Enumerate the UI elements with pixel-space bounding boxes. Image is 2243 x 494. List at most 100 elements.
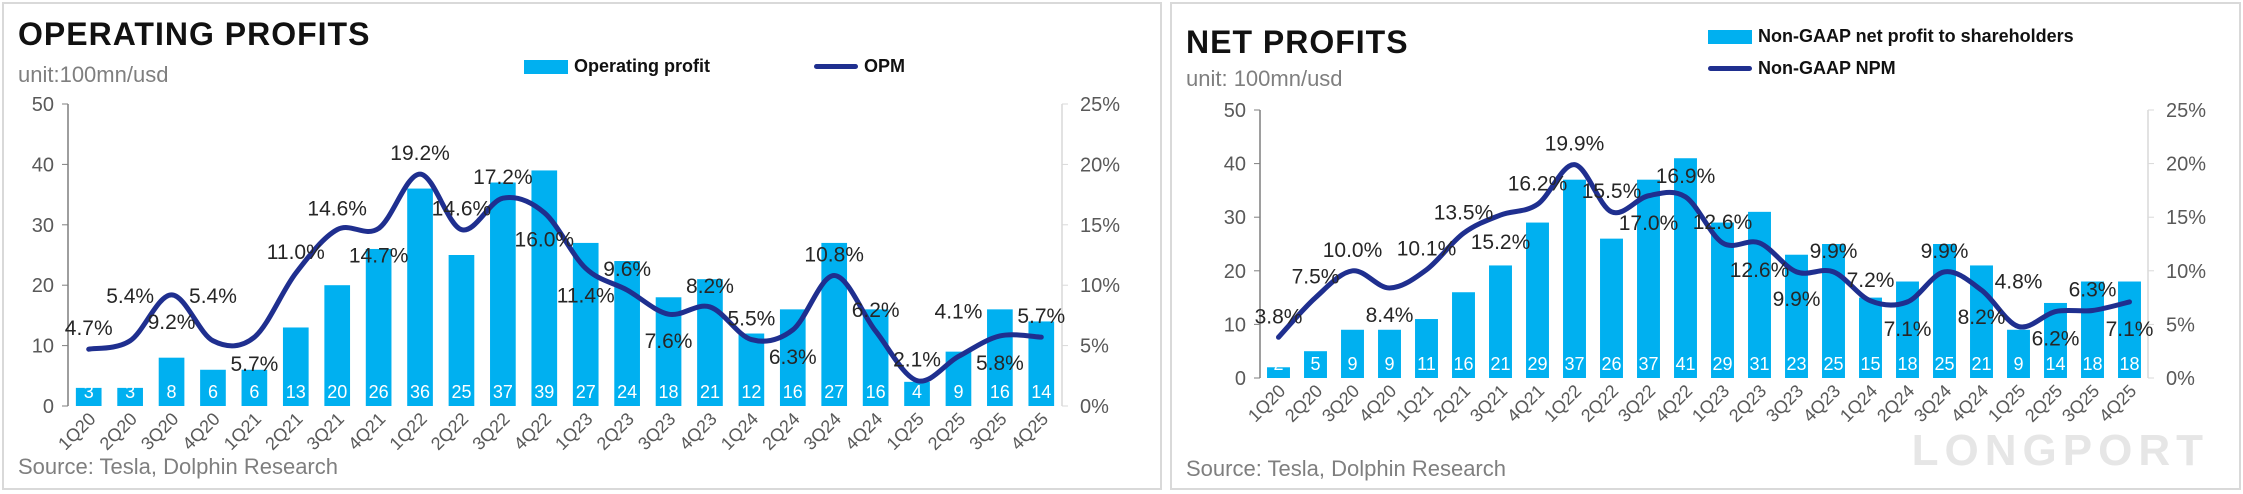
bar-value-label: 29 [1712,354,1732,374]
line-value-label: 9.6% [603,258,651,281]
line-value-label: 19.9% [1545,133,1605,156]
line-value-label: 16.0% [515,229,575,252]
bar [1304,351,1327,378]
legend-label: OPM [864,56,906,76]
line-value-label: 4.7% [65,317,113,340]
bar-value-label: 9 [1384,354,1394,374]
y2-tick-label: 25% [1080,94,1120,116]
line-value-label: 5.7% [1017,305,1065,328]
bar-value-label: 3 [125,382,135,402]
x-tick-label: 2Q23 [1725,381,1770,426]
bar-value-label: 25 [1823,354,1843,374]
y2-tick-label: 20% [2166,154,2206,176]
bar [1785,254,1808,378]
y2-tick-label: 15% [1080,215,1120,237]
bar-value-label: 14 [1031,382,1051,402]
source-note: Source: Tesla, Dolphin Research [18,454,338,479]
x-tick-label: 1Q25 [883,409,928,454]
bar [365,248,392,406]
line-value-label: 17.0% [1619,212,1679,235]
source-note: Source: Tesla, Dolphin Research [1186,456,1506,481]
unit-label: unit: 100mn/usd [1186,66,1343,91]
bar [490,182,516,406]
line-value-label: 6.2% [2032,328,2080,351]
bar [1748,211,1771,378]
x-tick-label: 3Q20 [137,409,182,454]
y2-tick-label: 0% [2166,368,2195,390]
line-value-label: 7.6% [645,330,693,353]
x-tick-label: 2Q23 [593,409,638,454]
legend-label: Non-GAAP NPM [1758,58,1896,78]
y2-tick-label: 10% [1080,275,1120,297]
y-tick-label: 40 [1224,154,1246,176]
y-tick-label: 20 [1224,261,1246,283]
bar-value-label: 18 [1897,354,1917,374]
line-value-label: 9.9% [1810,240,1858,263]
bar-value-label: 18 [2119,354,2139,374]
x-tick-label: 1Q25 [1984,381,2029,426]
line-value-label: 5.7% [230,353,278,376]
line-value-label: 7.1% [2106,318,2154,341]
x-tick-label: 2Q22 [1577,381,1622,426]
bar-value-label: 18 [2082,354,2102,374]
line-value-label: 2.1% [893,349,941,372]
bar-value-label: 21 [700,382,720,402]
line-value-label: 14.6% [432,198,492,221]
bar [1267,367,1290,378]
line-value-label: 4.8% [1995,271,2043,294]
bar-value-label: 20 [327,382,347,402]
x-tick-label: 2Q22 [427,409,472,454]
line-value-label: 13.5% [1434,201,1494,224]
x-tick-label: 4Q21 [1503,381,1548,426]
bar [1563,179,1586,378]
net-profits-chart: 0 10 20 30 40 50 0% 5% 10% 15% 20% 25% 2 1Q20 5 2Q20 9 3Q… [1224,100,2206,426]
bar-value-label: 31 [1749,354,1769,374]
x-tick-label: 2Q25 [924,409,969,454]
x-tick-label: 2Q24 [758,409,803,454]
y-tick-label: 40 [32,154,54,176]
line-value-label: 6.2% [852,299,900,322]
x-tick-label: 2Q20 [96,409,141,454]
bar [407,188,433,406]
bar-value-label: 27 [824,382,844,402]
x-tick-label: 2Q24 [1873,381,1918,426]
line-value-label: 7.2% [1847,269,1895,292]
legend-bar-swatch [524,59,568,74]
bar-value-label: 39 [534,382,554,402]
bar-value-label: 16 [1453,354,1473,374]
bar-value-label: 9 [953,382,963,402]
line-value-label: 16.2% [1508,172,1568,195]
line-value-label: 14.6% [307,198,367,221]
line-value-label: 17.2% [473,166,533,189]
x-tick-label: 4Q24 [1947,381,1992,426]
bar-value-label: 25 [1934,354,1954,374]
line-value-label: 3.8% [1255,305,1303,328]
y-tick-label: 10 [32,336,54,358]
bar-value-label: 16 [866,382,886,402]
longport-watermark: LONGPORT [1911,426,2209,475]
line-value-label: 5.4% [189,285,237,308]
bar [862,309,889,406]
x-tick-label: 1Q24 [1836,381,1881,426]
x-tick-label: 3Q23 [1762,381,1807,426]
bar [324,285,351,406]
line-value-label: 9.9% [1921,240,1969,263]
bar-value-label: 2 [1273,354,1283,374]
bar-value-label: 26 [369,382,389,402]
x-tick-label: 4Q22 [510,409,555,454]
line-value-label: 12.6% [1730,259,1790,282]
x-tick-label: 4Q25 [2095,381,2140,426]
line-value-label: 5.5% [727,308,775,331]
y-tick-label: 50 [32,94,54,116]
bar-value-label: 15 [1860,354,1880,374]
operating-profits-panel: OPERATING PROFITS unit:100mn/usd Operati… [2,2,1162,490]
x-tick-label: 1Q21 [1392,381,1437,426]
x-tick-label: 3Q22 [1614,381,1659,426]
bar-value-label: 3 [84,382,94,402]
bar-value-label: 9 [2013,354,2023,374]
x-tick-label: 2Q20 [1281,381,1326,426]
x-tick-label: 3Q22 [468,409,513,454]
net-profits-panel: NET PROFITS unit: 100mn/usd Non-GAAP net… [1170,2,2241,490]
bar [779,309,806,406]
bar-value-label: 5 [1310,354,1320,374]
